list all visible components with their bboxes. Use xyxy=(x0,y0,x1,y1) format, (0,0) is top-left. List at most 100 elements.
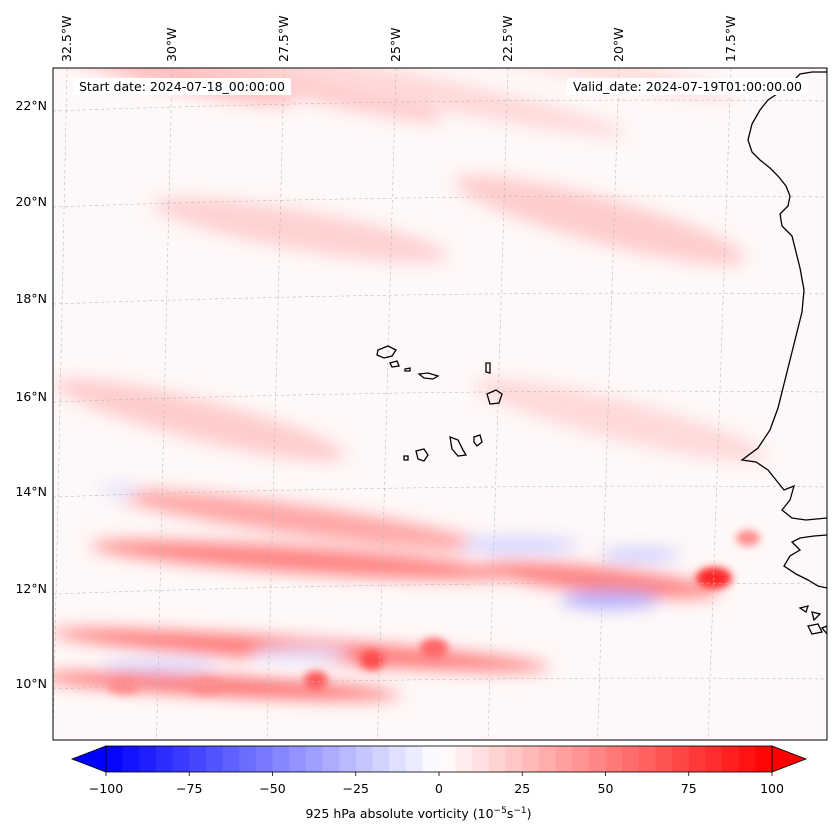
longitude-tick-label: 27.5°W xyxy=(276,16,291,62)
colorbar-label-exponent-1: −5 xyxy=(493,806,507,816)
island-fogo xyxy=(415,448,429,462)
colorbar-tick-label: 0 xyxy=(435,781,443,796)
vorticity-maximum xyxy=(420,638,448,658)
colorbar-cell xyxy=(122,746,140,772)
parallel-line xyxy=(53,582,827,595)
island-brava xyxy=(403,455,409,461)
colorbar-cells xyxy=(106,746,773,772)
colorbar-label-prefix: 925 hPa absolute vorticity (10 xyxy=(305,806,494,822)
colorbar-cell xyxy=(555,746,573,772)
colorbar-cell xyxy=(106,746,124,772)
longitude-tick-label: 20°W xyxy=(611,27,626,62)
colorbar-label-unit: s xyxy=(506,806,514,822)
longitude-tick-label: 25°W xyxy=(388,27,403,62)
colorbar-cell xyxy=(705,746,723,772)
negative-vorticity-band xyxy=(600,548,680,562)
vorticity-band xyxy=(111,489,489,551)
vorticity-maximum xyxy=(360,650,384,670)
colorbar-cell xyxy=(588,746,607,772)
colorbar: −100 −75 −50 −25 0 25 50 75 100 xyxy=(70,745,808,796)
colorbar-cell xyxy=(538,746,557,772)
latitude-tick-label: 14°N xyxy=(15,484,47,499)
island-santa-luzia xyxy=(404,367,411,372)
bijagos-islands xyxy=(798,605,827,636)
colorbar-cell xyxy=(722,746,740,772)
colorbar-cell xyxy=(189,746,207,772)
vorticity-band xyxy=(474,378,766,462)
vorticity-band xyxy=(76,68,444,122)
colorbar-cell xyxy=(622,746,640,772)
island-sao-nicolau xyxy=(417,372,440,380)
island-sal xyxy=(485,362,491,374)
latitude-tick-label: 12°N xyxy=(15,581,47,596)
vorticity-maximum xyxy=(108,678,140,694)
colorbar-tick-label: 75 xyxy=(681,781,697,796)
colorbar-cell xyxy=(439,746,457,772)
longitude-tick-label: 30°W xyxy=(164,27,179,62)
colorbar-cell xyxy=(672,746,690,772)
colorbar-cell xyxy=(522,746,540,772)
latitude-tick-label: 22°N xyxy=(15,98,47,113)
colorbar-label-suffix: ) xyxy=(526,806,532,822)
colorbar-cell xyxy=(455,746,473,772)
negative-vorticity-band xyxy=(560,591,660,609)
coastlines xyxy=(376,68,827,636)
latitude-tick-label: 20°N xyxy=(15,194,47,209)
colorbar-cell xyxy=(355,746,373,772)
longitude-tick-label: 32.5°W xyxy=(59,16,74,62)
colorbar-cell xyxy=(222,746,240,772)
colorbar-cell xyxy=(688,746,706,772)
colorbar-cell xyxy=(155,746,174,772)
colorbar-cell xyxy=(322,746,340,772)
colorbar-tick-label: −50 xyxy=(259,781,285,796)
island-maio xyxy=(473,434,483,447)
longitude-labels: 32.5°W 30°W 27.5°W 25°W 22.5°W 20°W 17.5°W xyxy=(59,16,738,62)
start-date-label: Start date: 2024-07-18_00:00:00 xyxy=(73,78,291,95)
latitude-tick-label: 18°N xyxy=(15,291,47,306)
colorbar-cell xyxy=(738,746,756,772)
parallel-line xyxy=(53,99,827,112)
colorbar-extend-max xyxy=(771,745,808,773)
colorbar-cell xyxy=(255,746,274,772)
colorbar-tick-label: −75 xyxy=(176,781,202,796)
colorbar-cell xyxy=(205,746,224,772)
colorbar-cell xyxy=(638,746,657,772)
negative-vorticity-band xyxy=(100,482,140,498)
island-sao-vicente xyxy=(389,360,400,368)
meridian-line xyxy=(487,68,509,740)
vorticity-band xyxy=(152,197,448,263)
colorbar-cell xyxy=(572,746,590,772)
latitude-tick-label: 10°N xyxy=(15,676,47,691)
colorbar-tick-label: 50 xyxy=(598,781,614,796)
colorbar-cell xyxy=(605,746,623,772)
colorbar-cell xyxy=(405,746,423,772)
vorticity-band xyxy=(480,562,720,598)
parallel-line xyxy=(53,390,827,403)
colorbar-cell xyxy=(272,746,290,772)
colorbar-label-exponent-2: −1 xyxy=(513,806,527,816)
colorbar-tick-label: 25 xyxy=(514,781,530,796)
colorbar-label: 925 hPa absolute vorticity (10−5s−1) xyxy=(0,806,837,821)
meridian-line xyxy=(266,68,285,740)
negative-vorticity-band xyxy=(100,659,220,673)
island-santiago xyxy=(449,435,468,457)
colorbar-cell xyxy=(339,746,357,772)
parallel-line xyxy=(53,292,827,305)
island-boa-vista xyxy=(486,389,503,405)
colorbar-cell xyxy=(472,746,490,772)
negative-vorticity-band xyxy=(460,537,580,553)
graticule xyxy=(53,68,827,740)
colorbar-ticks: −100 −75 −50 −25 0 25 50 75 100 xyxy=(89,772,784,796)
colorbar-extend-min xyxy=(70,745,107,773)
map-panel xyxy=(53,68,827,740)
vorticity-band xyxy=(214,68,626,137)
africa-coastline xyxy=(740,68,827,521)
map-frame xyxy=(52,67,828,741)
parallel-line xyxy=(53,195,827,208)
longitude-tick-label: 17.5°W xyxy=(723,16,738,62)
colorbar-cell xyxy=(655,746,673,772)
colorbar-cell xyxy=(755,746,773,772)
colorbar-cell xyxy=(488,746,507,772)
meridian-line xyxy=(597,68,620,740)
